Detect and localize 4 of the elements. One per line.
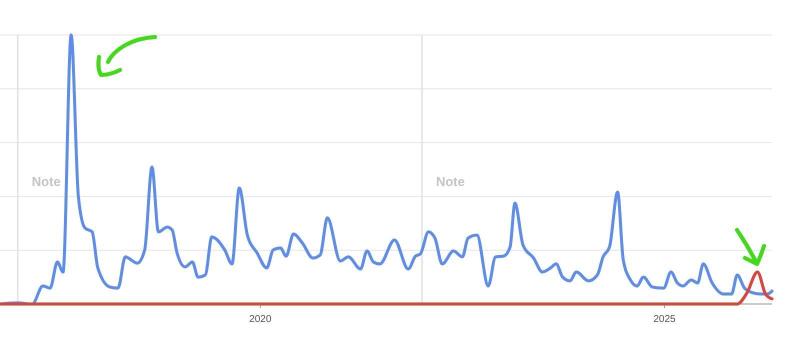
x-tick-label: 2025 (653, 314, 676, 325)
x-tick-label: 2020 (249, 314, 272, 325)
ref-line-label: Note (436, 174, 465, 189)
ref-line-label: Note (32, 174, 61, 189)
